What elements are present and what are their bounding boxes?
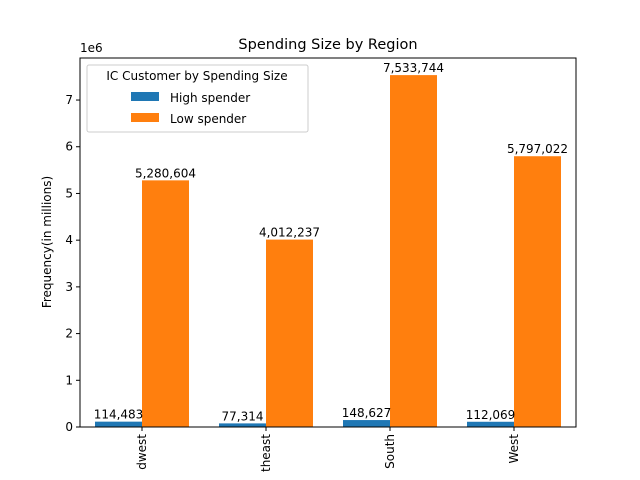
bar-value-label: 5,280,604 (135, 166, 196, 180)
y-tick-label: 4 (65, 233, 73, 247)
y-tick-label: 0 (65, 420, 73, 434)
x-axis-ticks: dwest theast South West (135, 427, 521, 472)
y-tick-label: 1 (65, 373, 73, 387)
bar-low-spender (142, 180, 189, 427)
legend-label-high-spender: High spender (170, 91, 250, 105)
chart-title: Spending Size by Region (238, 37, 417, 53)
bars-group (95, 75, 561, 428)
bar-labels-group: 114,483 5,280,604 77,314 4,012,237 148,627 7,… (94, 61, 568, 423)
y-tick-label: 5 (65, 186, 73, 200)
legend-swatch-low-spender (131, 113, 159, 122)
bar-value-label: 112,069 (466, 408, 516, 422)
bar-value-label: 7,533,744 (383, 61, 444, 75)
bar-high-spender (219, 423, 266, 427)
legend: IC Customer by Spending Size High spende… (86, 64, 309, 133)
x-tick-label: West (507, 434, 521, 464)
legend-label-low-spender: Low spender (170, 112, 246, 126)
bar-low-spender (390, 75, 437, 428)
bar-value-label: 114,483 (94, 408, 144, 422)
bar-value-label: 148,627 (342, 406, 392, 420)
x-tick-label: dwest (135, 434, 149, 470)
legend-title: IC Customer by Spending Size (106, 69, 287, 83)
bar-low-spender (514, 156, 561, 427)
y-axis-ticks: 0 1 2 3 4 5 6 7 (65, 93, 80, 434)
y-tick-label: 3 (65, 280, 73, 294)
y-tick-label: 6 (65, 140, 73, 154)
bar-high-spender (95, 421, 142, 427)
y-tick-label: 2 (65, 327, 73, 341)
x-tick-label: theast (259, 434, 273, 472)
x-tick-label: South (383, 434, 397, 469)
y-tick-label: 7 (65, 93, 73, 107)
bar-low-spender (266, 239, 313, 427)
legend-swatch-high-spender (131, 92, 159, 101)
bar-value-label: 4,012,237 (259, 226, 320, 240)
y-axis-offset-text: 1e6 (80, 41, 103, 55)
y-axis-label: Frequency(in millions) (40, 176, 54, 308)
bar-value-label: 5,797,022 (507, 142, 568, 156)
bar-high-spender (343, 420, 390, 427)
plot-frame (79, 57, 577, 428)
bar-value-label: 77,314 (222, 409, 264, 423)
bar-high-spender (467, 421, 514, 427)
